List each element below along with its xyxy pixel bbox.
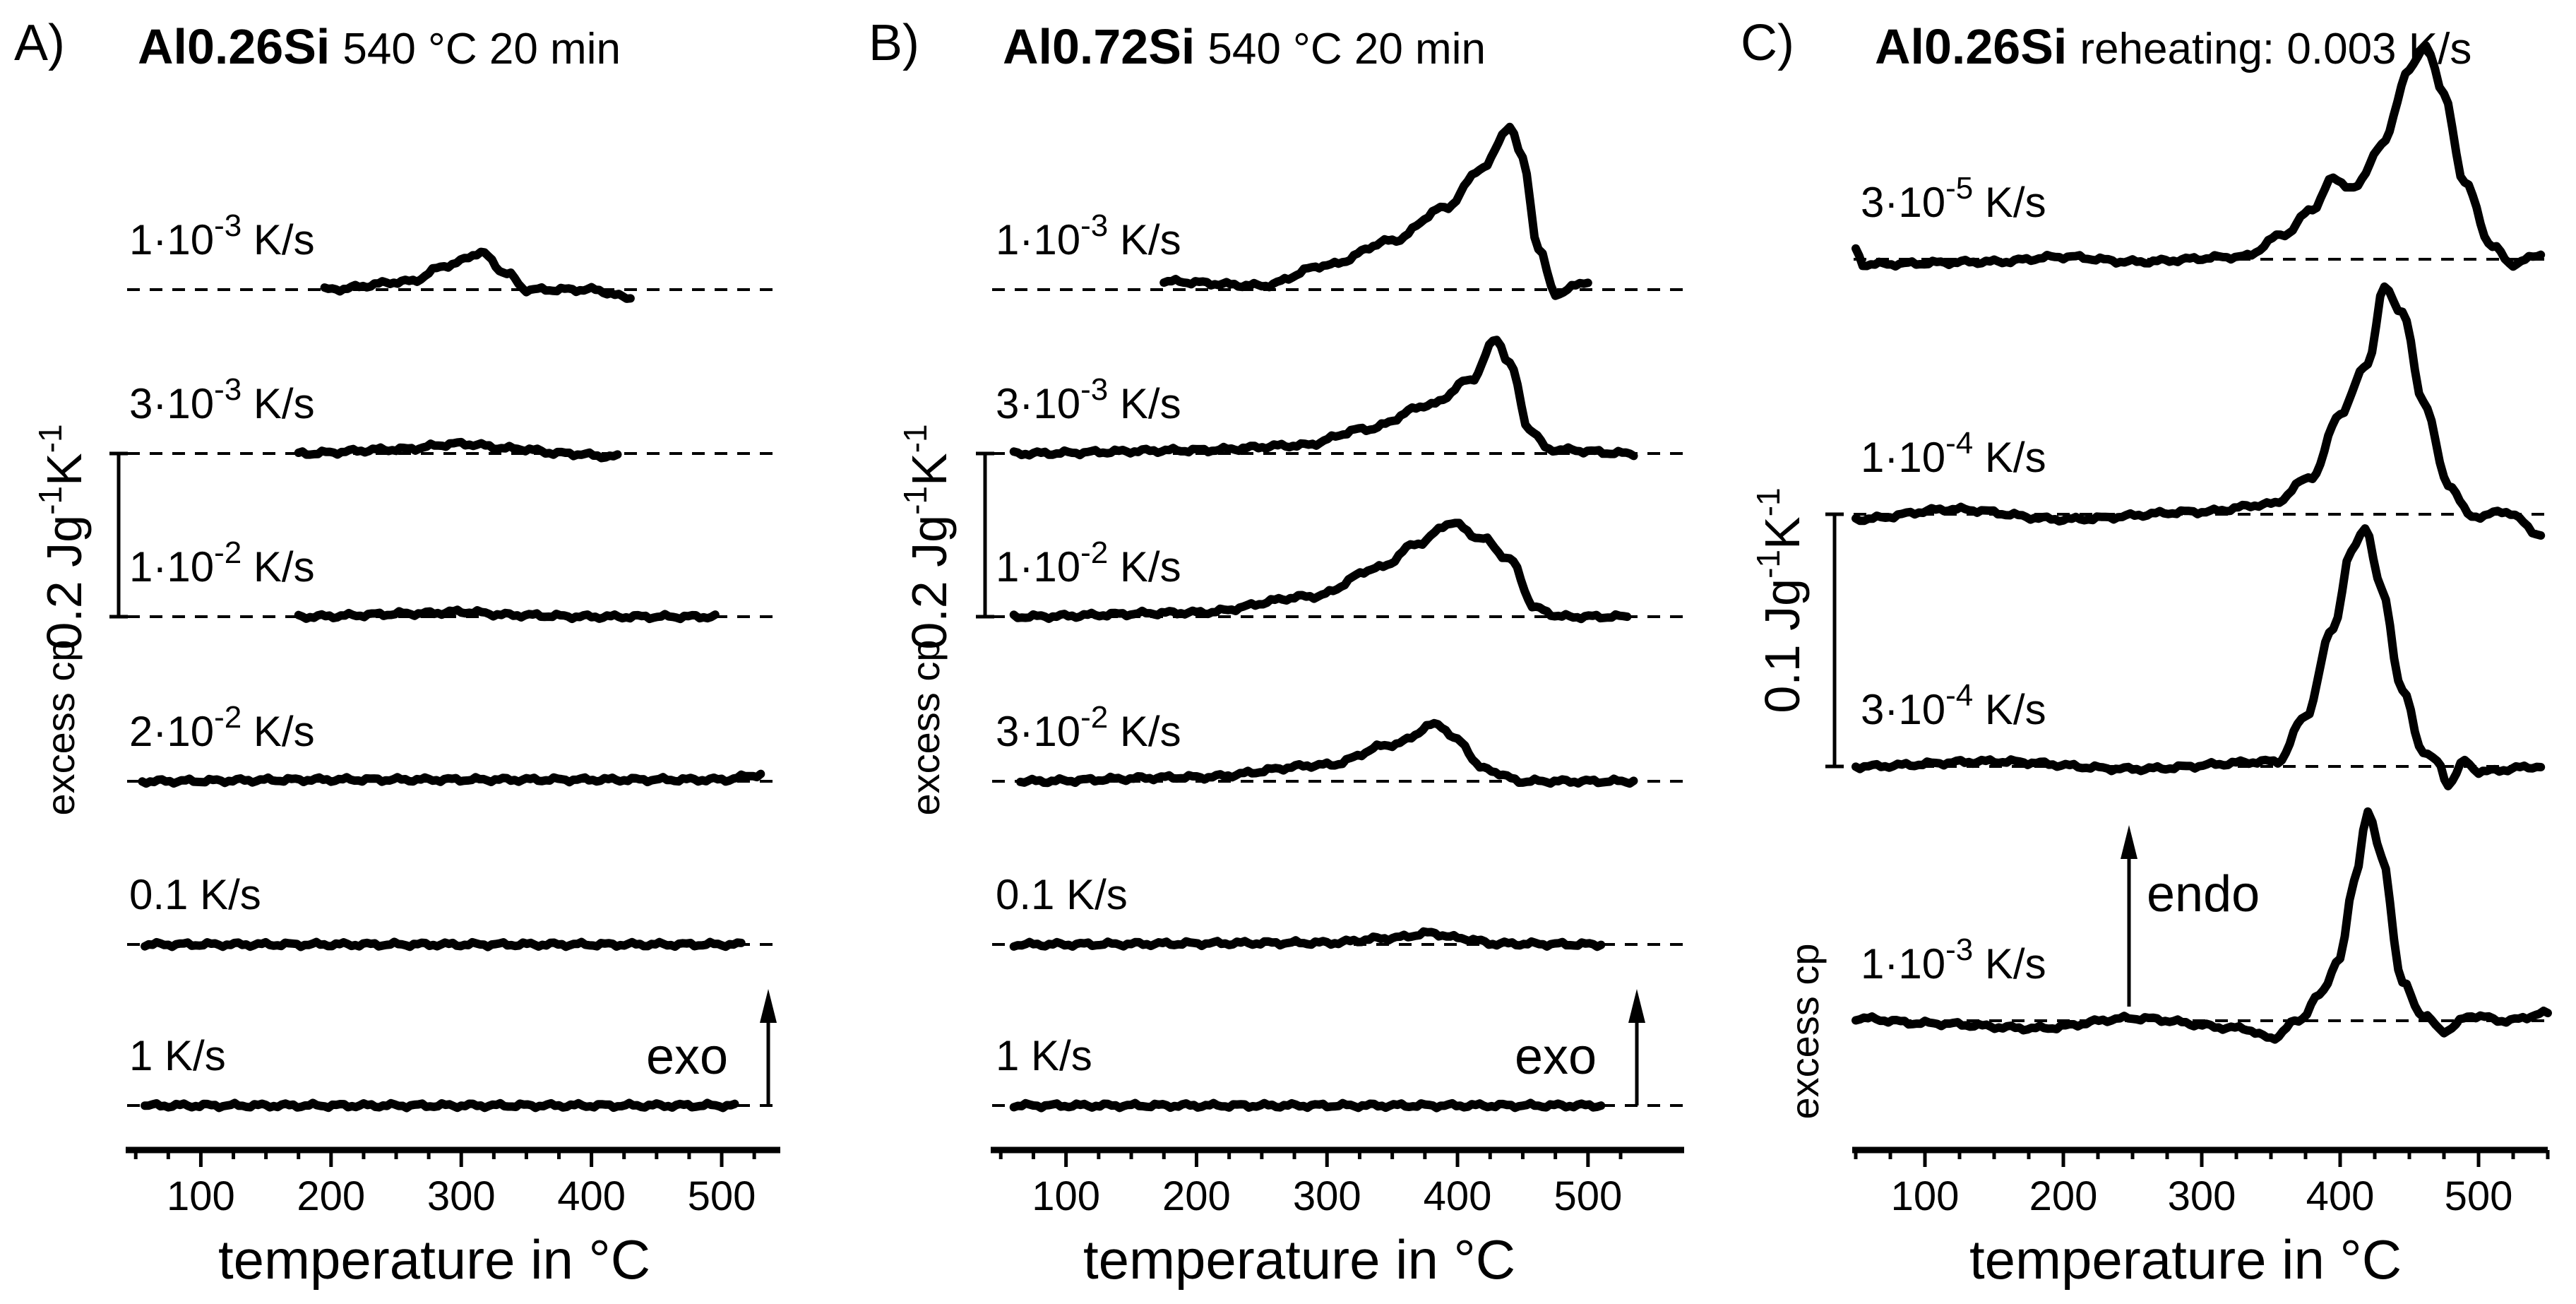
- panel-a-title-alloy: Al0.26Si: [138, 19, 330, 74]
- panel-a-curve-0: [320, 247, 635, 303]
- panel-c-y-axis-label: excess cp: [1782, 944, 1827, 1120]
- panel-b-curve-5: [1009, 1098, 1606, 1113]
- panel-a-rate-label-4: 0.1 K/s: [129, 871, 261, 918]
- panel-a-tick-label-500: 500: [688, 1173, 756, 1219]
- panel-c-scale-bar-label: 0.1 Jg-1K-1: [1750, 487, 1810, 713]
- panel-b-curve-3: [1016, 718, 1638, 788]
- panel-b-tick-label-400: 400: [1424, 1173, 1492, 1219]
- panel-b-tick-label-300: 300: [1293, 1173, 1361, 1219]
- panel-c-curve-2: [1852, 524, 2546, 790]
- panel-b-curve-2: [1009, 518, 1632, 624]
- panel-c-endo-arrowhead: [2121, 825, 2137, 859]
- panel-a-tick-label-200: 200: [297, 1173, 365, 1219]
- panel-a-x-axis: 100 200 300 400 500: [126, 1146, 780, 1219]
- panel-c-rate-label-1: 1·10-4 K/s: [1861, 426, 2046, 481]
- panel-b-rate-label-3: 3·10-2 K/s: [996, 700, 1181, 755]
- panel-a-exo-arrowhead: [760, 989, 777, 1023]
- panel-b-x-axis-label: temperature in °C: [1083, 1228, 1515, 1291]
- panel-b-tick-label-500: 500: [1554, 1173, 1622, 1219]
- panel-c: C) Al0.26Si reheating: 0.003 K/s 3·10-5 K…: [1741, 15, 2552, 1291]
- panel-b-title: Al0.72Si 540 °C 20 min: [1003, 19, 1486, 74]
- panel-b-rate-label-0: 1·10-3 K/s: [996, 208, 1181, 263]
- panel-b-rate-label-2: 1·10-2 K/s: [996, 535, 1181, 591]
- panel-a-rate-labels: 1·10-3 K/s 3·10-3 K/s 1·10-2 K/s 2·10-2 K/s…: [129, 208, 315, 1079]
- panel-c-letter: C): [1741, 15, 1794, 71]
- panel-a-rate-label-0: 1·10-3 K/s: [129, 208, 315, 263]
- panel-c-tick-label-500: 500: [2445, 1173, 2513, 1219]
- panel-c-title-alloy: Al0.26Si: [1875, 19, 2067, 74]
- panel-b-exo-label: exo: [1515, 1029, 1597, 1085]
- panel-a-letter: A): [14, 15, 65, 71]
- panel-b-baselines: [992, 288, 1684, 1107]
- panel-a-x-axis-label: temperature in °C: [218, 1228, 650, 1291]
- panel-a-curve-4: [141, 937, 746, 952]
- panel-a-rate-label-1: 3·10-3 K/s: [129, 372, 315, 427]
- panel-c-tick-label-200: 200: [2029, 1173, 2098, 1219]
- panel-a-curve-2: [294, 605, 720, 624]
- panel-c-curve-1: [1852, 282, 2546, 540]
- panel-c-curve-0: [1852, 41, 2546, 271]
- panel-c-curve-3: [1852, 807, 2552, 1044]
- panel-a-rate-label-5: 1 K/s: [129, 1032, 226, 1079]
- panel-b-rate-label-4: 0.1 K/s: [996, 871, 1128, 918]
- panel-c-title: Al0.26Si reheating: 0.003 K/s: [1875, 19, 2471, 74]
- panel-c-tick-label-400: 400: [2306, 1173, 2375, 1219]
- panel-b-title-alloy: Al0.72Si: [1003, 19, 1195, 74]
- panel-b: B) Al0.72Si 540 °C 20 min 1·10-3 K/s 3·10-…: [869, 15, 1684, 1291]
- panel-b-letter: B): [869, 15, 919, 71]
- panel-c-rate-label-0: 3·10-5 K/s: [1861, 171, 2046, 226]
- panel-a-curve-1: [294, 437, 622, 463]
- panel-c-title-conditions: reheating: 0.003 K/s: [2080, 25, 2471, 73]
- panel-a-scale-bar-label: 0.2 Jg-1K-1: [32, 424, 92, 649]
- panel-a-tick-label-300: 300: [427, 1173, 496, 1219]
- panel-b-curve-0: [1159, 122, 1592, 300]
- panel-a-exo-label: exo: [646, 1029, 728, 1085]
- panel-a-title: Al0.26Si 540 °C 20 min: [138, 19, 621, 74]
- panel-b-rate-label-5: 1 K/s: [996, 1032, 1092, 1079]
- panel-c-tick-label-100: 100: [1891, 1173, 1960, 1219]
- panel-a-baselines: [127, 288, 780, 1107]
- panel-a-title-conditions: 540 °C 20 min: [342, 25, 621, 73]
- panel-c-rate-label-2: 3·10-4 K/s: [1861, 678, 2046, 733]
- panel-b-scale-bar-label: 0.2 Jg-1K-1: [897, 424, 957, 649]
- panel-a: A) Al0.26Si 540 °C 20 min 1·10-3 K/s 3·10-…: [14, 15, 780, 1291]
- panel-c-rate-labels: 3·10-5 K/s 1·10-4 K/s 3·10-4 K/s 1·10-3 K/s: [1861, 171, 2046, 988]
- panel-a-rate-label-2: 1·10-2 K/s: [129, 535, 315, 591]
- panel-c-x-axis: 100 200 300 400 500: [1852, 1146, 2550, 1219]
- panel-b-exo-arrowhead: [1628, 989, 1645, 1023]
- panel-a-tick-label-100: 100: [167, 1173, 235, 1219]
- panel-b-curve-4: [1009, 927, 1606, 952]
- panel-b-x-axis: 100 200 300 400 500: [991, 1146, 1684, 1219]
- panel-a-curve-3: [138, 769, 765, 788]
- panel-b-tick-label-200: 200: [1162, 1173, 1231, 1219]
- panel-b-rate-labels: 1·10-3 K/s 3·10-3 K/s 1·10-2 K/s 3·10-2 K/s…: [996, 208, 1181, 1079]
- panel-c-curves: [1852, 41, 2552, 1044]
- panel-b-rate-label-1: 3·10-3 K/s: [996, 372, 1181, 427]
- panel-b-curves: [1009, 122, 1638, 1113]
- panel-c-tick-label-300: 300: [2168, 1173, 2236, 1219]
- panel-b-title-conditions: 540 °C 20 min: [1208, 25, 1486, 73]
- panel-c-endo-label: endo: [2147, 866, 2260, 923]
- panel-a-curves: [138, 247, 765, 1113]
- panel-a-rate-label-3: 2·10-2 K/s: [129, 700, 315, 755]
- panel-a-y-axis-label: excess cp: [38, 640, 83, 816]
- panel-c-x-axis-label: temperature in °C: [1969, 1228, 2402, 1291]
- panel-a-curve-5: [141, 1098, 739, 1113]
- panel-b-curve-1: [1009, 336, 1638, 461]
- panel-b-tick-label-100: 100: [1032, 1173, 1100, 1219]
- panel-b-y-axis-label: excess cp: [903, 640, 948, 816]
- panel-a-tick-label-400: 400: [557, 1173, 626, 1219]
- panel-c-rate-label-3: 1·10-3 K/s: [1861, 932, 2046, 988]
